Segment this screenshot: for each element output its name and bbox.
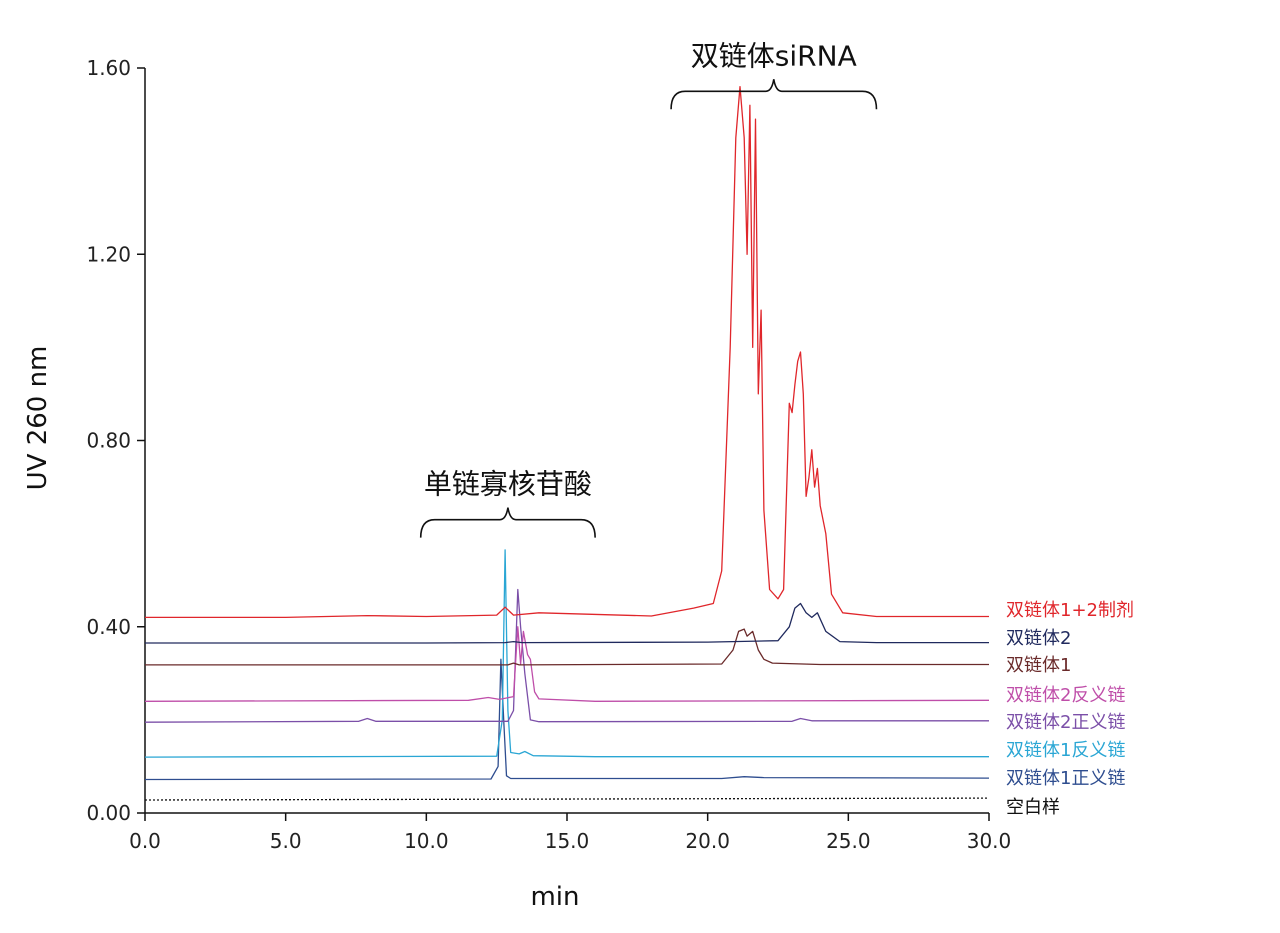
trace-series-3 — [145, 628, 989, 666]
x-ticks: 0.0 5.0 10.0 15.0 20.0 25.0 30.0 — [129, 813, 1011, 853]
trace-series-6 — [144, 549, 989, 758]
x-tick-label: 20.0 — [685, 829, 730, 853]
y-tick-label: 0.80 — [86, 429, 131, 453]
trace-series-5 — [144, 588, 989, 723]
legend-label-series-8: 空白样 — [1006, 797, 1060, 818]
x-tick-label: 0.0 — [129, 829, 161, 853]
y-tick-label: 0.00 — [86, 801, 131, 825]
legend-label-series-7: 双链体1正义链 — [1006, 768, 1125, 789]
trace-series-1 — [145, 85, 989, 619]
annotation-label: 双链体siRNA — [691, 39, 857, 72]
x-tick-label: 15.0 — [545, 829, 590, 853]
trace-series-7 — [144, 658, 990, 781]
y-tick-label: 1.20 — [86, 242, 131, 266]
trace-series-2 — [145, 602, 989, 644]
y-tick-label: 0.40 — [86, 615, 131, 639]
x-axis-title: min — [530, 882, 579, 912]
annotation-brace — [419, 507, 596, 538]
traces — [144, 85, 990, 801]
annotation-label: 单链寡核苷酸 — [424, 468, 592, 501]
legend-label-series-5: 双链体2正义链 — [1006, 712, 1125, 733]
legend-label-series-6: 双链体1反义链 — [1006, 740, 1125, 761]
x-tick-label: 30.0 — [967, 829, 1012, 853]
y-axis-title: UV 260 nm — [23, 346, 53, 491]
x-tick-label: 5.0 — [270, 829, 302, 853]
y-tick-label: 1.60 — [86, 56, 131, 80]
x-tick-label: 25.0 — [826, 829, 871, 853]
x-tick-label: 10.0 — [404, 829, 449, 853]
trace-series-4 — [144, 626, 990, 702]
legend-label-series-3: 双链体1 — [1006, 655, 1071, 676]
legend-label-series-1: 双链体1+2制剂 — [1006, 600, 1134, 621]
annotations: 单链寡核苷酸 双链体siRNA — [419, 39, 878, 538]
y-ticks: 0.00 0.40 0.80 1.20 1.60 — [86, 56, 145, 825]
legend-label-series-2: 双链体2 — [1006, 628, 1071, 649]
trace-series-8 — [144, 797, 990, 801]
legend-label-series-4: 双链体2反义链 — [1006, 685, 1125, 706]
annotation-brace — [670, 79, 878, 110]
